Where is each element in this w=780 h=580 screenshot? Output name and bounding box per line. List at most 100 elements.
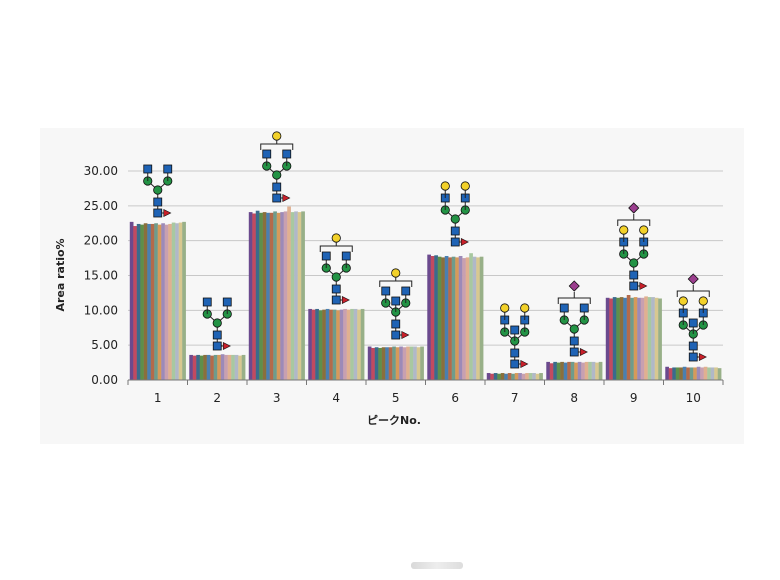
bar (147, 223, 151, 380)
galactose-circle (440, 181, 450, 191)
bar (595, 362, 599, 380)
bar (714, 367, 718, 380)
bar (311, 309, 316, 380)
bar (507, 373, 512, 380)
bar (644, 296, 648, 380)
bar (262, 212, 267, 380)
glcnac-square (629, 270, 639, 280)
bar (381, 347, 386, 380)
bar (315, 308, 319, 380)
bar (444, 255, 449, 380)
galactose-circle (460, 181, 470, 191)
fucose-triangle (401, 331, 410, 339)
glcnac-square (688, 352, 698, 362)
bar (189, 354, 193, 380)
bar (395, 347, 400, 380)
blurred-caption (411, 562, 463, 569)
glcnac-square (510, 325, 520, 335)
glycan-structures (143, 131, 710, 369)
bar (413, 346, 417, 380)
bar (528, 373, 533, 380)
galactose-circle (500, 303, 510, 313)
bar (584, 361, 589, 380)
y-tick-label: 30.00 (84, 164, 118, 178)
glcnac-square (272, 182, 282, 192)
x-tick-label: 10 (686, 391, 701, 405)
glcnac-square (341, 251, 351, 261)
glcnac-square (222, 297, 232, 307)
x-axis-title: ピークNo. (367, 414, 421, 427)
bar (164, 224, 169, 380)
glcnac-square (272, 193, 282, 203)
glycan-bracket (557, 297, 591, 304)
galactose-circle (619, 225, 629, 235)
mannose-circle (569, 324, 579, 334)
glcnac-square (143, 164, 153, 174)
bar (570, 361, 575, 380)
bar (388, 347, 393, 380)
fucose-triangle (460, 238, 469, 246)
bar (196, 354, 200, 380)
glycan-bracket (319, 245, 353, 252)
bar (567, 361, 571, 380)
bar (577, 361, 582, 380)
bar (546, 361, 550, 380)
bar (430, 255, 435, 380)
glcnac-square (282, 149, 292, 159)
bar (276, 212, 281, 380)
glycan-8 (557, 280, 591, 357)
glcnac-square (688, 318, 698, 328)
bar (490, 373, 494, 380)
bar (273, 211, 277, 380)
bar (399, 346, 403, 380)
bar (360, 308, 365, 380)
glcnac-square (212, 330, 222, 340)
bar (605, 297, 610, 380)
x-tick-label: 2 (213, 391, 221, 405)
glcnac-square (321, 251, 331, 261)
y-tick-label: 25.00 (84, 199, 118, 213)
bar (619, 297, 624, 380)
bar (472, 256, 477, 380)
bar (420, 346, 424, 380)
glcnac-square (331, 295, 341, 305)
x-tick-label: 6 (451, 391, 459, 405)
glcnac-square (391, 296, 401, 306)
bar (448, 257, 452, 380)
glcnac-square (559, 303, 569, 313)
glycan-5 (379, 268, 413, 340)
bar (329, 309, 333, 380)
glcnac-square (510, 348, 520, 358)
bar (367, 346, 372, 380)
bar (563, 362, 568, 380)
bar (588, 361, 592, 380)
bar (598, 361, 603, 380)
glcnac-square (391, 319, 401, 329)
fucose-triangle (698, 353, 707, 361)
glcnac-square (153, 197, 163, 207)
glcnac-square (450, 237, 460, 247)
y-tick-label: 10.00 (84, 303, 118, 317)
chart-panel: 0.00 5.00 10.00 15.00 20.00 25.00 30.00 1 2 3 4 5 6 7… (40, 128, 744, 569)
sialic-acid-diamond (687, 273, 699, 285)
bar (238, 355, 242, 380)
bar (409, 346, 414, 380)
bar (255, 210, 260, 380)
glycan-bracket (260, 143, 294, 150)
mannose-circle (629, 258, 639, 268)
x-tick-label: 7 (511, 391, 519, 405)
bar (346, 309, 351, 380)
bar (213, 354, 218, 380)
bar (703, 366, 708, 380)
bar (224, 354, 228, 380)
bar (696, 366, 701, 380)
bar (626, 295, 631, 380)
y-tick-label: 5.00 (91, 338, 118, 352)
bar (371, 347, 375, 380)
bar (161, 223, 165, 380)
y-tick-label: 20.00 (84, 234, 118, 248)
galactose-circle (272, 131, 282, 141)
bar (168, 223, 172, 380)
glcnac-square (569, 347, 579, 357)
fucose-triangle (579, 348, 588, 356)
